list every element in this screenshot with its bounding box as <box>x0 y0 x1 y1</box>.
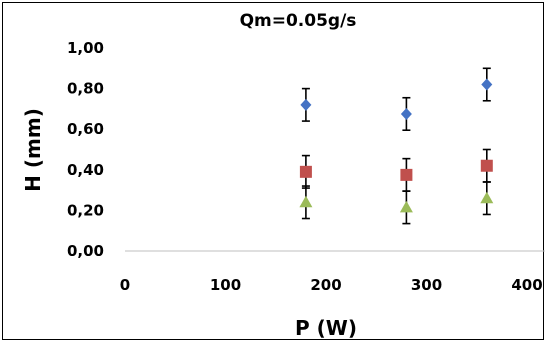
x-tick-label: 100 <box>210 276 241 294</box>
x-axis-title: P (W) <box>295 316 357 340</box>
y-tick-label: 0,80 <box>67 80 104 98</box>
y-tick-label: 0,00 <box>67 242 104 260</box>
data-point-triangle <box>299 195 313 208</box>
data-point-diamond <box>400 107 412 120</box>
y-tick-label: 1,00 <box>67 39 104 57</box>
data-point-triangle <box>480 191 494 204</box>
chart-frame <box>2 2 544 340</box>
y-tick-label: 0,40 <box>67 161 104 179</box>
x-tick-label: 200 <box>310 276 341 294</box>
x-tick-label: 400 <box>511 276 542 294</box>
data-point-diamond <box>481 78 493 91</box>
y-tick-label: 0,60 <box>67 120 104 138</box>
x-tick-label: 300 <box>411 276 442 294</box>
data-point-triangle <box>399 200 413 213</box>
data-point-square <box>299 165 312 178</box>
data-point-square <box>480 159 493 172</box>
data-point-square <box>400 168 413 181</box>
y-axis-title: H (mm) <box>21 108 45 192</box>
data-point-diamond <box>300 98 312 111</box>
y-tick-label: 0,20 <box>67 201 104 219</box>
chart-title: Qm=0.05g/s <box>240 11 357 31</box>
x-tick-label: 0 <box>120 276 130 294</box>
